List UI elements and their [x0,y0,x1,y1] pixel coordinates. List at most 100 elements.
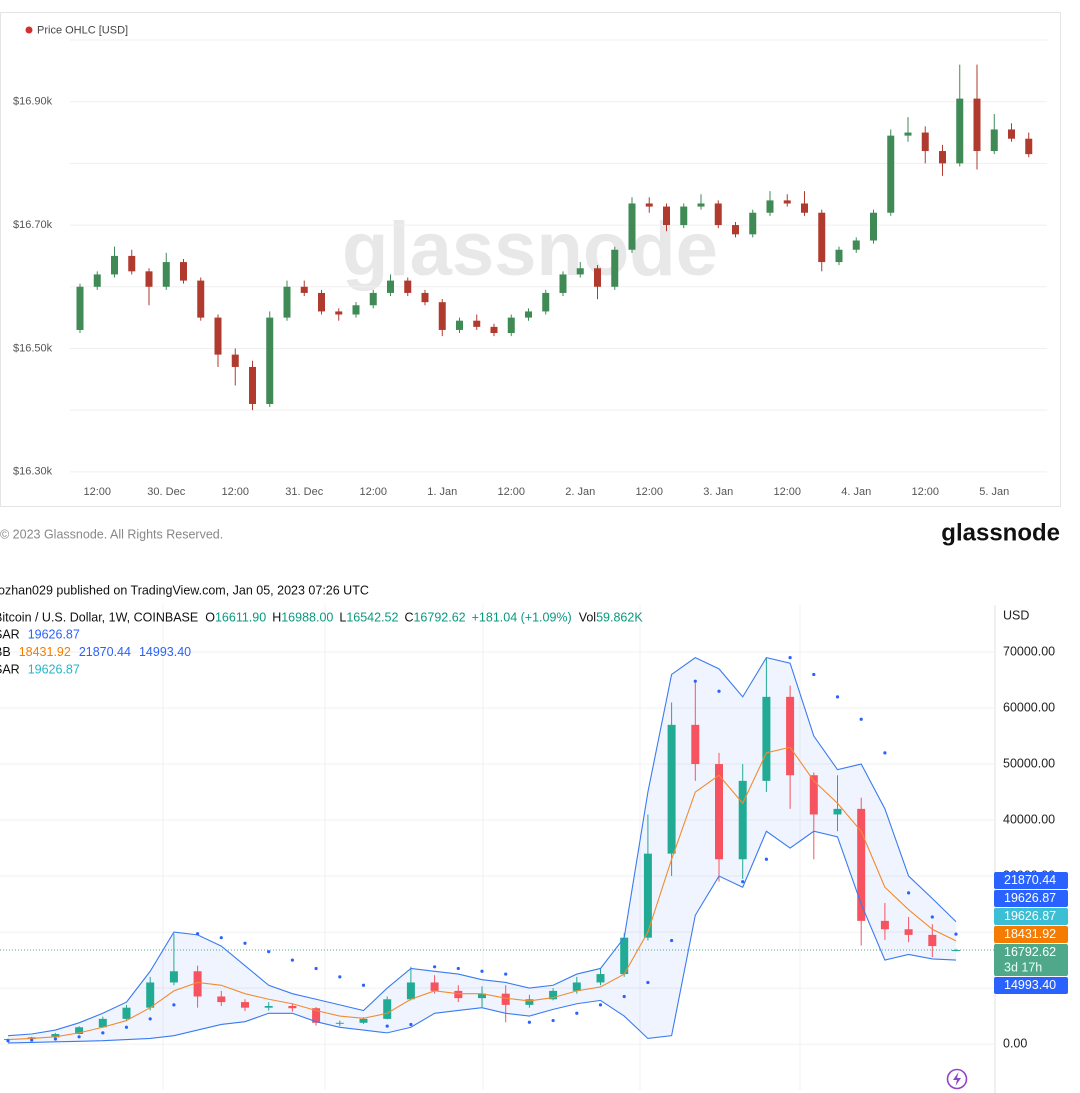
sar-dot [930,915,934,919]
price-badge [994,926,1068,943]
x-tick-label: 4. Jan [841,486,871,498]
sar-dot [53,1037,58,1041]
sar-dot [30,1038,34,1042]
candle-body [197,280,205,318]
candle-body [169,971,178,983]
x-tick-label: 3. Jan [703,486,733,498]
candle-body [1008,129,1015,139]
candle-body [241,1002,249,1008]
price-badge [994,872,1068,889]
sar-dot [219,936,223,940]
candle-body [732,225,739,235]
candle-body [835,249,843,263]
candle-body [193,971,202,997]
icon-bolt [953,1072,961,1086]
candle-body [680,206,688,226]
ohlc-value: 16542.52 [346,610,398,624]
legend-marker [25,26,33,34]
sar-dot [290,958,294,962]
sar-dot [812,672,816,677]
x-tick-label: 12:00 [773,486,801,498]
candle-body [952,950,960,952]
candle-body [611,249,619,287]
layer: 0.0010000.0020000.0030000.0040000.005000… [0,608,1068,1050]
logo: glassnode [941,519,1060,546]
candle-body [525,999,534,1005]
candle-body [667,724,676,854]
bottom-grid [162,605,801,1090]
candle-body [715,764,723,860]
candle-body [645,203,653,207]
sar-dot [907,891,911,895]
candle-body [421,292,429,303]
sar-dot [338,975,342,979]
sar-dot [409,1022,413,1027]
sar-dot [764,857,769,861]
candle-body [691,724,700,765]
candle-body [76,286,84,330]
candle-body [312,1008,321,1023]
candle-body [75,1027,84,1034]
ohlc-value: 16988.00 [281,610,333,624]
price-badge-label: 14993.40 [1004,978,1056,992]
candle-body [714,203,722,226]
candle-body [620,937,629,975]
candle-body [490,326,498,334]
x-tick-label: 2. Jan [565,486,595,498]
candle-body [643,853,652,938]
y-tick-label: $16.90k [13,96,53,108]
volume-key: Vol [579,610,596,624]
x-tick-label: 12:00 [911,486,939,498]
lightning-icon[interactable] [946,1068,968,1090]
price-badge [994,944,1068,976]
sar-dot [361,983,366,987]
y-tick-label: 70000.00 [1003,644,1055,658]
sar-dot [717,689,721,693]
candle-body [51,1033,60,1038]
price-badge [994,977,1068,994]
candle-body [833,808,842,815]
sar-dot [646,980,650,985]
sar-dot [124,1025,129,1029]
sar-dot [788,656,792,660]
candle-body [454,990,463,999]
candle-body [939,151,946,164]
candle-body [928,934,937,947]
y-tick-label: 50000.00 [1003,756,1055,770]
candle-body [1025,138,1033,155]
y-tick-label: 0.00 [1003,1036,1027,1050]
candle-body [852,240,860,250]
sar-dot [598,1003,603,1007]
sar-dot [527,1020,532,1024]
change: +181.04 (+1.09%) [472,610,572,624]
candle-body [300,286,308,293]
candle-body [559,274,567,293]
ohlc-key: O [205,610,215,624]
sar-dot [385,1024,389,1028]
y-tick-label: $16.70k [13,219,53,231]
price-badge-label: 19626.87 [1004,891,1056,905]
ohlc-key: H [272,610,281,624]
y-tick-label: 40000.00 [1003,812,1055,826]
sar-dot [551,1018,555,1023]
sar-dot [835,695,840,699]
candle-body [264,1005,273,1008]
overlay-line [7,657,957,1037]
sar-dot [314,966,318,971]
candle-body [786,696,795,776]
candle-body [383,999,392,1019]
sar-dot [172,1003,176,1007]
legend-label: Price OHLC [USD] [37,24,128,36]
indicator-value: 21870.44 [79,645,131,659]
candle-body [973,98,981,152]
candle-body [749,212,757,235]
candle-body [549,990,558,1000]
sar-dot [575,1011,579,1015]
x-tick-label: 5. Jan [979,486,1009,498]
candle-body [335,311,343,315]
candle-body [525,311,532,318]
candle-body [880,920,889,930]
x-tick-label: 12:00 [221,486,249,498]
